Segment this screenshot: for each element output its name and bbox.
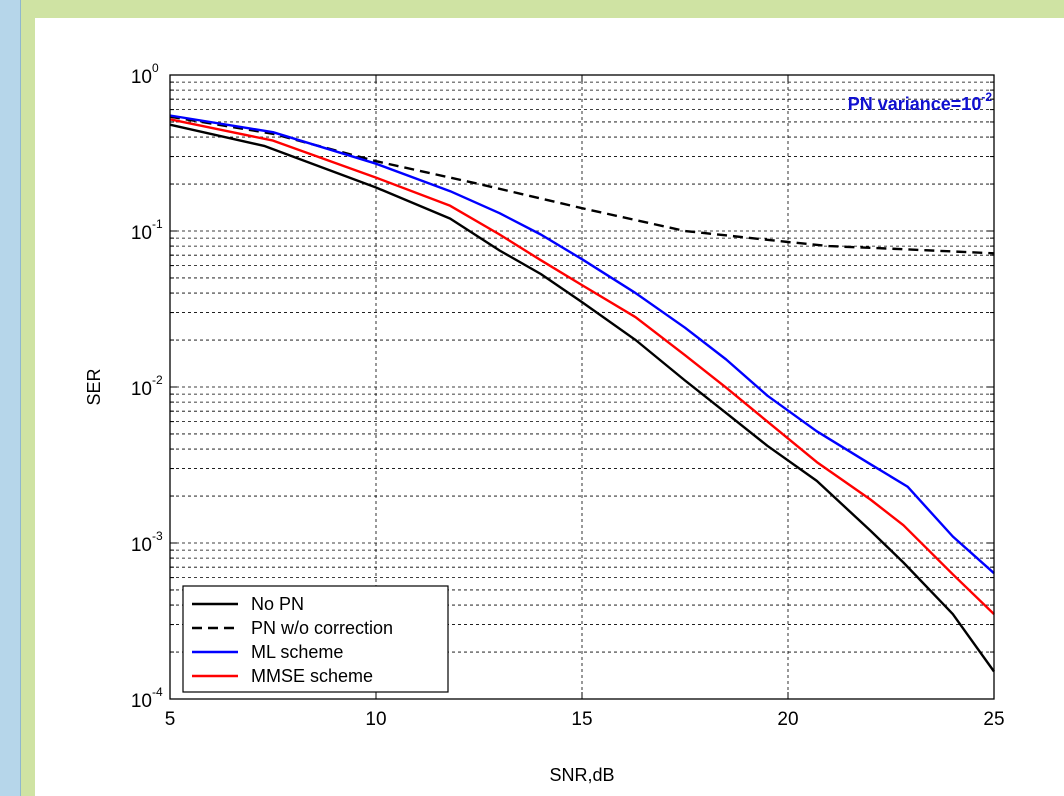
- x-axis-label: SNR,dB: [549, 765, 614, 785]
- y-tick-exponent: -1: [152, 217, 163, 231]
- window-left-border: [0, 0, 21, 796]
- y-tick-label: 10: [131, 691, 152, 712]
- y-tick-label: 10: [131, 223, 152, 244]
- annotation-exponent: -2: [981, 90, 992, 104]
- annotation-text: PN variance=10: [848, 94, 982, 114]
- y-tick-label: 10: [131, 67, 152, 88]
- x-tick-label: 20: [777, 709, 798, 730]
- y-tick-exponent: 0: [152, 61, 159, 75]
- svg-text:PN variance=10-2: PN variance=10-2: [848, 90, 993, 114]
- pn-variance-annotation: PN variance=10-2: [848, 90, 993, 114]
- legend-label: No PN: [251, 594, 304, 614]
- y-tick-exponent: -2: [152, 373, 163, 387]
- series-lines: [169, 114, 995, 673]
- series-line-mmse-scheme: [169, 118, 995, 615]
- y-tick-exponent: -3: [152, 529, 163, 543]
- grid-lines: [170, 75, 994, 699]
- x-tick-label: 10: [365, 709, 386, 730]
- y-tick-label: 10: [131, 379, 152, 400]
- legend-label: PN w/o correction: [251, 618, 393, 638]
- axis-ticks: [169, 75, 995, 699]
- series-line-no-pn: [169, 123, 995, 673]
- legend: No PN PN w/o correction ML scheme MMSE sche…: [182, 585, 449, 693]
- series-line-ml-scheme: [169, 114, 995, 575]
- legend-label: MMSE scheme: [251, 666, 373, 686]
- legend-label: ML scheme: [251, 642, 343, 662]
- y-axis-label: SER: [84, 368, 104, 405]
- x-tick-label: 15: [571, 709, 592, 730]
- y-tick-label: 10: [131, 535, 152, 556]
- x-tick-label: 25: [983, 709, 1004, 730]
- x-tick-label: 5: [165, 709, 176, 730]
- y-tick-exponent: -4: [152, 685, 163, 699]
